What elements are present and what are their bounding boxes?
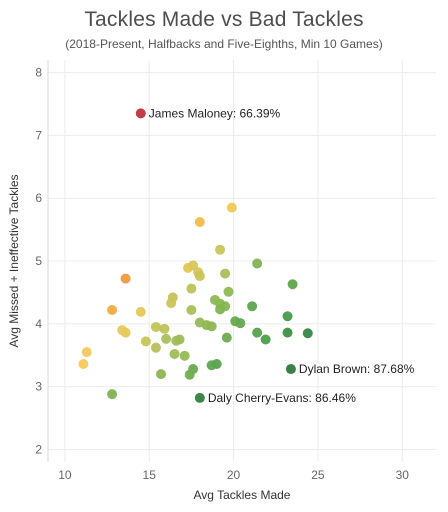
point-label: James Maloney: 66.39% (149, 106, 281, 120)
data-point (194, 217, 205, 228)
data-point (186, 283, 197, 294)
data-point (120, 327, 131, 338)
data-point (282, 311, 293, 322)
data-point (174, 334, 185, 345)
data-point (188, 260, 199, 271)
data-point (107, 304, 118, 315)
data-point (247, 301, 258, 312)
data-point (206, 321, 217, 332)
data-point (211, 359, 222, 370)
x-tick-label: 20 (227, 468, 241, 482)
grid-lines (47, 60, 436, 462)
data-point (260, 334, 271, 345)
point-label: Daly Cherry-Evans: 86.46% (208, 391, 356, 405)
data-point (159, 323, 170, 334)
data-point (186, 304, 197, 315)
data-point (107, 389, 118, 400)
data-point (221, 332, 232, 343)
data-point (215, 244, 226, 255)
chart-subtitle: (2018-Present, Halfbacks and Five-Eighth… (65, 37, 383, 51)
y-tick-label: 2 (35, 442, 42, 456)
y-tick-label: 4 (35, 317, 42, 331)
data-point (252, 327, 263, 338)
y-axis-label: Avg Missed + Ineffective Tackles (7, 174, 21, 347)
data-point (285, 364, 296, 375)
data-point (78, 359, 89, 370)
point-annotations: James Maloney: 66.39% Dylan Brown: 87.68%… (149, 106, 415, 405)
chart-title: Tackles Made vs Bad Tackles (84, 8, 364, 31)
data-point (179, 350, 190, 361)
data-point (156, 369, 167, 380)
data-point (169, 348, 180, 359)
data-point (235, 318, 246, 329)
x-tick-label: 15 (143, 468, 157, 482)
data-point (161, 333, 172, 344)
data-point (135, 306, 146, 317)
data-point (150, 342, 161, 353)
data-point (194, 392, 205, 403)
y-tick-label: 8 (35, 66, 42, 80)
data-point (166, 298, 177, 309)
y-tick-label: 3 (35, 380, 42, 394)
data-point (302, 328, 313, 339)
data-point (81, 347, 92, 358)
data-point (140, 336, 151, 347)
data-point (223, 286, 234, 297)
x-tick-label: 25 (311, 468, 325, 482)
data-point (120, 273, 131, 284)
x-tick-label: 30 (396, 468, 410, 482)
data-point (252, 258, 263, 269)
x-axis-ticks: 10 15 20 25 30 (58, 468, 409, 482)
y-tick-label: 7 (35, 128, 42, 142)
data-point (194, 271, 205, 282)
data-point (150, 321, 161, 332)
point-label: Dylan Brown: 87.68% (299, 362, 415, 376)
data-point (215, 304, 226, 315)
y-tick-label: 6 (35, 191, 42, 205)
data-point (226, 202, 237, 213)
x-tick-label: 10 (58, 468, 72, 482)
x-axis-label: Avg Tackles Made (194, 488, 291, 502)
data-point (287, 279, 298, 290)
y-tick-label: 5 (35, 254, 42, 268)
data-points (78, 108, 313, 403)
data-point (220, 268, 231, 279)
data-point (282, 327, 293, 338)
data-point (135, 108, 146, 119)
data-point (184, 369, 195, 380)
y-axis-ticks: 2 3 4 5 6 7 8 (35, 66, 42, 457)
